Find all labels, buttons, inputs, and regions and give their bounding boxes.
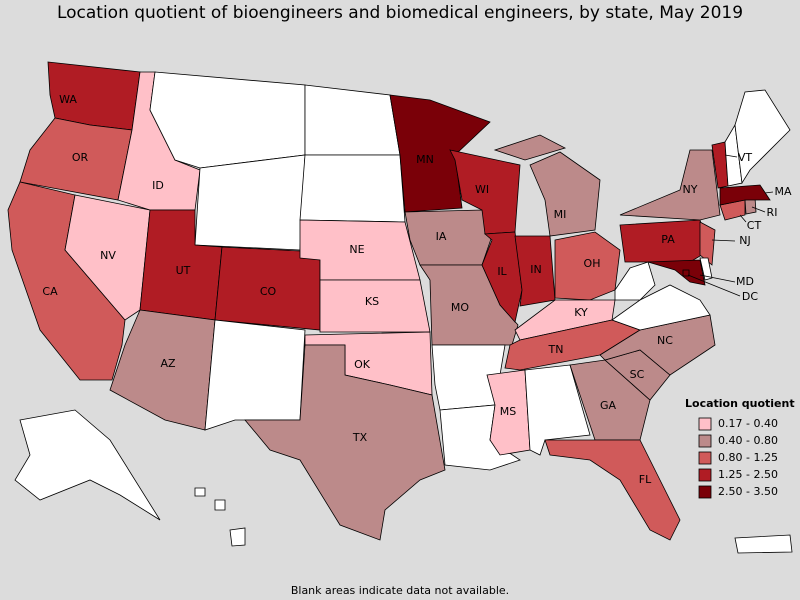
state-blank [14, 409, 161, 521]
state-label: NY [683, 183, 698, 196]
state [619, 149, 721, 221]
state-label: IN [530, 263, 541, 276]
state-label: MS [500, 405, 516, 418]
state-label: MN [416, 153, 434, 166]
state [719, 184, 771, 206]
state [569, 359, 651, 441]
state-label: OR [72, 151, 89, 164]
state-blank [299, 154, 406, 223]
state-label: CT [747, 219, 762, 232]
leader-line [687, 274, 741, 297]
state-label: OK [354, 358, 371, 371]
state [244, 344, 446, 541]
state [493, 134, 567, 161]
state-blank [204, 319, 306, 431]
state-label: GA [600, 399, 617, 412]
state-label: PA [661, 233, 675, 246]
state-label: WA [59, 93, 77, 106]
state [544, 439, 681, 541]
state-blank [699, 257, 713, 281]
state-label: CO [260, 285, 277, 298]
legend-swatch [698, 468, 712, 482]
legend-label: 0.40 - 0.80 [718, 434, 778, 447]
leader-line [724, 154, 738, 158]
state-label: AZ [160, 357, 176, 370]
state-label: IA [436, 230, 447, 243]
state [647, 259, 706, 286]
state-blank [734, 534, 793, 554]
state [682, 269, 690, 277]
leader-line [711, 239, 736, 242]
state-label: FL [639, 473, 652, 486]
state-label: CA [42, 285, 58, 298]
state-label: NE [349, 243, 364, 256]
state-label: MA [774, 185, 791, 198]
state-label: KY [574, 306, 588, 319]
state [64, 194, 151, 321]
state-blank [304, 84, 401, 156]
state-label: NC [657, 334, 673, 347]
state [404, 209, 493, 266]
legend-swatch [698, 485, 712, 499]
state-label: OH [584, 257, 601, 270]
legend-title: Location quotient [685, 397, 795, 410]
state-label: WI [475, 183, 489, 196]
legend-label: 1.25 - 2.50 [718, 468, 778, 481]
state-blank [734, 89, 791, 185]
state-label: KS [365, 295, 379, 308]
state-label: SC [630, 368, 645, 381]
state-label: TX [352, 431, 368, 444]
state-blank [194, 154, 306, 251]
legend: Location quotient 0.17 - 0.40 0.40 - 0.80… [685, 397, 795, 499]
state-label: UT [176, 264, 191, 277]
states [7, 61, 793, 554]
leader-line [751, 206, 766, 213]
legend-label: 0.17 - 0.40 [718, 417, 778, 430]
state-label: TN [548, 343, 564, 356]
state-blank [614, 261, 656, 301]
title: Location quotient of bioengineers and bi… [57, 3, 743, 23]
state [449, 149, 521, 235]
state [529, 151, 601, 237]
state-label: MD [736, 275, 754, 288]
state [619, 219, 711, 263]
leader-line [699, 274, 736, 283]
state [514, 235, 556, 307]
legend-swatch [698, 434, 712, 448]
state-label: MI [554, 208, 567, 221]
leader-line [764, 191, 774, 194]
state-blank [194, 487, 206, 497]
state-label: RI [767, 206, 778, 219]
state-label: IL [497, 265, 507, 278]
legend-swatch [698, 417, 712, 431]
state-blank [149, 71, 306, 169]
legend-label: 2.50 - 3.50 [718, 485, 778, 498]
state [699, 221, 716, 266]
state-label: ID [152, 179, 164, 192]
state-blank [229, 527, 246, 547]
legend-swatch [698, 451, 712, 465]
state-label: NV [100, 249, 116, 262]
footnote: Blank areas indicate data not available. [291, 584, 509, 597]
leader-line [739, 214, 747, 223]
state-label: NJ [739, 234, 750, 247]
legend-label: 0.80 - 1.25 [718, 451, 778, 464]
state-label: VT [738, 151, 753, 164]
state-label: DC [742, 290, 758, 303]
state-label: MO [451, 301, 469, 314]
state-labels: WA OR CA NV ID UT CO AZ NE KS OK TX MN I… [42, 93, 792, 486]
state-blank [214, 499, 226, 511]
